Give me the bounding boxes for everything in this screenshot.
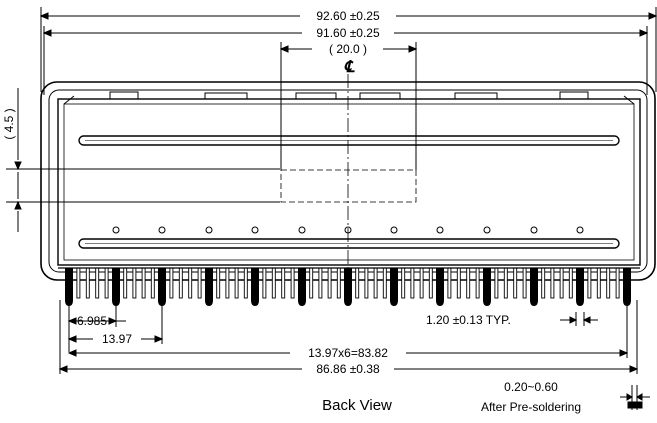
signal-lead [216,267,221,299]
signal-lead [456,267,461,299]
signal-lead [225,267,230,299]
solder-pin [205,268,213,306]
dim-inner-width [42,26,649,95]
signal-lead [541,267,546,299]
signal-lead [606,267,611,299]
dim-pin-pitch-first-label: 6.985 [77,314,107,328]
signal-lead [234,267,239,299]
dim-pin-span-label: 86.86 ±0.38 [316,362,380,376]
solder-pin [251,268,259,306]
signal-lead [355,267,360,299]
signal-lead [373,267,378,299]
pre-soldering-note: After Pre-soldering [481,400,581,414]
signal-lead [188,267,193,299]
signal-lead [382,267,387,299]
signal-lead [243,267,248,299]
upper-slot [78,135,620,146]
signal-lead [522,267,527,299]
dim-pin-pitch [67,335,164,343]
lower-slot [78,238,620,249]
dim-pin-pitch-single-label: 13.97 [102,332,132,346]
contact-holes [112,226,584,234]
signal-lead [76,267,81,299]
signal-lead [587,267,592,299]
dim-solder-height-label: 0.20~0.60 [504,380,558,394]
solder-pin [530,268,538,306]
signal-lead [364,267,369,299]
signal-lead [327,267,332,299]
signal-lead [141,267,146,299]
view-caption: Back View [322,397,392,414]
signal-lead [568,267,573,299]
dim-side-height [6,88,280,232]
signal-lead [85,267,90,299]
signal-lead [559,267,564,299]
signal-lead [123,267,128,299]
center-keepout [280,169,417,203]
signal-lead [513,267,518,299]
signal-lead [271,267,276,299]
signal-lead [150,267,155,299]
dim-pitch-total [67,305,629,358]
signal-lead [95,267,100,299]
signal-lead [447,267,452,299]
signal-lead [410,267,415,299]
signal-lead [550,267,555,299]
signal-lead [336,267,341,299]
solder-pin [483,268,491,306]
solder-pin [112,268,120,306]
centerline-symbol: ℄ [344,59,355,76]
dim-inner-width-label: 91.60 ±0.25 [316,26,380,40]
solder-pin [576,268,584,306]
dim-pin-width [560,312,598,326]
dim-overall-width [39,7,657,92]
solder-pin [158,268,166,306]
dim-center-gap [279,42,418,170]
dim-overall-width-label: 92.60 ±0.25 [316,9,380,23]
signal-lead [169,267,174,299]
signal-lead [401,267,406,299]
signal-lead [290,267,295,299]
solder-pins [58,267,640,306]
signal-lead [475,267,480,299]
signal-lead [503,267,508,299]
signal-lead [615,267,620,299]
signal-lead [197,267,202,299]
signal-lead [178,267,183,299]
signal-lead [428,267,433,299]
signal-lead [104,267,109,299]
solder-pin [298,268,306,306]
signal-lead [318,267,323,299]
solder-pin [623,268,631,306]
signal-lead [494,267,499,299]
signal-lead [281,267,286,299]
dim-pin-width-label: 1.20 ±0.13 TYP. [426,313,511,327]
signal-lead [309,267,314,299]
solder-pin [65,268,73,306]
dim-pin-pitch-label: 13.97x6=83.82 [308,346,388,360]
dim-side-height-label: ( 4.5 ) [2,108,16,139]
solder-pin [436,268,444,306]
signal-lead [262,267,267,299]
dim-pin-pitch-first [67,305,163,352]
dim-solder-height [620,385,650,410]
dim-center-gap-label: ( 20.0 ) [329,42,367,56]
signal-lead [132,267,137,299]
dim-pin-span [58,300,639,374]
signal-lead [596,267,601,299]
solder-pin [390,268,398,306]
signal-lead [466,267,471,299]
signal-lead [419,267,424,299]
solder-pin [344,268,352,306]
